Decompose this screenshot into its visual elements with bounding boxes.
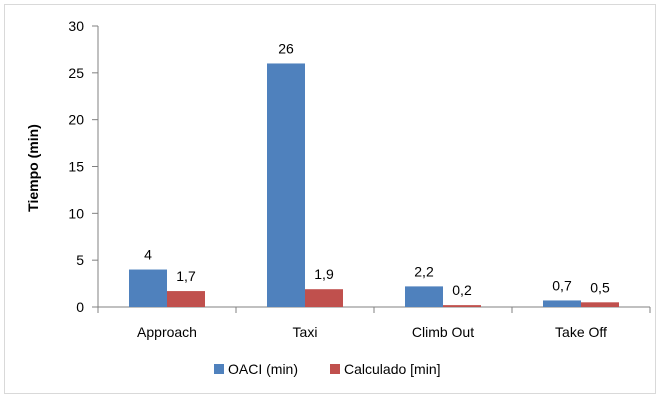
data-label: 0,7 [552,277,572,293]
bar [581,302,619,307]
bar [167,291,205,307]
data-label: 1,9 [314,266,334,282]
bar [129,269,167,307]
data-label: 4 [144,247,152,263]
x-tick-label: Approach [137,324,197,340]
y-tick-label: 10 [68,205,84,221]
data-label: 2,2 [414,263,434,279]
bar [443,305,481,307]
y-tick-label: 0 [76,299,84,315]
legend-label: OACI (min) [228,361,298,377]
bar [305,289,343,307]
data-labels: 4 26 2,2 0,7 1,7 1,9 0,2 0,5 [144,40,610,298]
y-tick-label: 20 [68,112,84,128]
data-label: 1,7 [176,268,196,284]
legend-swatch [330,364,340,374]
y-tick-label: 25 [68,65,84,81]
data-label: 0,5 [590,279,610,295]
y-tick-label: 30 [68,18,84,34]
y-axis: 0 5 10 15 20 25 30 [68,18,99,315]
x-tick-label: Climb Out [412,324,474,340]
x-axis: Approach Taxi Climb Out Take Off [97,306,651,340]
data-label: 26 [278,40,294,56]
x-tick-label: Taxi [293,324,318,340]
legend-label: Calculado [min] [344,361,441,377]
legend-swatch [214,364,224,374]
y-tick-label: 5 [76,252,84,268]
y-tick-label: 15 [68,159,84,175]
data-label: 0,2 [452,282,472,298]
x-tick-label: Take Off [555,324,607,340]
bar [543,300,581,307]
y-axis-title: Tiempo (min) [25,124,41,212]
legend: OACI (min) Calculado [min] [214,361,441,377]
bar [267,63,305,307]
bars [129,63,619,307]
bar [405,286,443,307]
chart-frame [4,4,656,394]
